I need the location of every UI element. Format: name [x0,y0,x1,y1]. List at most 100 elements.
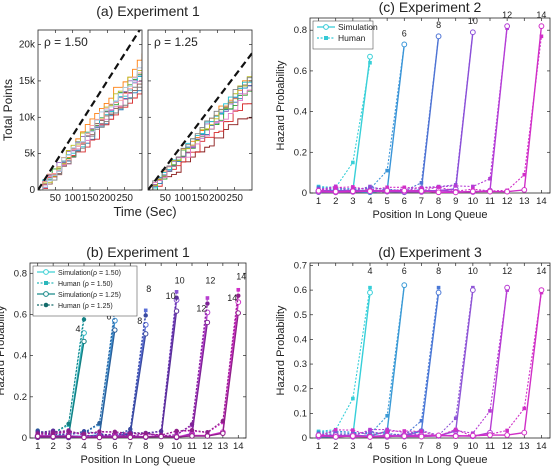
legend-marker [43,291,49,297]
simulation-marker [401,187,408,194]
group-queue-4: 4 [315,39,373,195]
simulation-marker [487,188,493,195]
peak-label: 12 [502,266,512,276]
peak-label: 8 [436,266,441,276]
simulation-marker [452,433,459,440]
human-line [37,297,208,438]
x-tick-label: 8 [143,441,148,452]
simulation-marker [504,188,511,195]
x-tick-label: 150 [192,193,209,204]
peak-label-secondary: 14 [227,293,237,303]
series-line [38,80,142,190]
simulation-marker [435,33,442,40]
chart-title: (b) Experiment 1 [86,244,190,260]
chart-c: (c) Experiment 200.20.40.60.81 2 3 4 5 6 7 8 9 10… [275,0,551,221]
y-tick-label: 0.7 [294,260,307,271]
human-marker [488,176,492,181]
legend-marker [324,36,328,40]
simulation-marker [349,188,356,195]
human-line-2 [37,315,147,437]
series-line [148,88,252,190]
x-tick-label: 250 [226,193,243,204]
series-line [148,109,252,190]
x-tick-label: 8 [436,441,441,452]
axes-frame [309,17,551,194]
human-marker [419,181,424,185]
simulation-marker-2 [35,433,41,439]
legend-box [312,20,374,50]
x-tick-label: 10 [468,441,479,452]
x-tick-label: 14 [233,441,244,452]
simulation-marker [384,432,391,439]
x-tick-label: 11 [485,196,495,207]
y-tick-label: 0.6 [14,309,27,320]
simulation-marker-2 [81,338,87,345]
simulation-line [318,26,508,194]
peak-label-secondary: 6 [106,312,111,322]
human-marker-2 [220,418,226,424]
x-tick-label: 5 [384,196,389,207]
peak-label: 6 [402,28,407,38]
simulation-marker [401,41,408,48]
y-tick-label: 0.2 [294,147,307,158]
x-tick-label: 1 [316,441,321,452]
human-marker [333,185,338,190]
human-line [318,292,542,438]
y-tick-label: 0 [302,433,307,444]
x-tick-label: 4 [367,196,372,207]
y-tick-label: 0.2 [14,392,27,403]
legend-label: Human (ρ = 1.50) [58,281,113,288]
y-axis-label: Total Points [1,79,15,141]
group-queue-4: 4 [315,266,373,440]
simulation-marker-2 [204,319,211,326]
x-tick-label: 9 [453,196,458,207]
peak-label: 10 [468,16,478,26]
y-tick-label: 0.6 [294,66,307,77]
simulation-marker [315,432,322,439]
x-tick-label: 5 [384,441,389,452]
x-tick-label: 200 [209,193,226,204]
simulation-line-2 [37,322,209,439]
human-marker-2 [236,293,241,298]
simulation-marker-2 [143,434,149,440]
simulation-marker-2 [158,433,164,440]
x-axis-label: Position In Long Queue [373,454,488,466]
simulation-marker [367,188,373,195]
simulation-line [318,292,440,438]
x-tick-label: 12 [202,441,213,452]
x-tick-label: 10 [468,196,479,207]
human-marker-2 [174,295,179,300]
human-marker [385,414,389,418]
group-queue-8: 8 [315,266,442,440]
human-marker [471,184,475,189]
reference-line [38,30,141,190]
human-marker [436,285,441,290]
human-marker [174,290,179,294]
x-tick-label: 1 [35,441,40,452]
human-marker-2 [174,428,179,434]
group-queue-14: 14 14 [34,272,246,441]
simulation-marker [435,189,442,196]
legend-marker [323,24,329,30]
human-marker [368,60,372,65]
axes-frame [29,262,247,439]
simulation-marker [401,282,408,289]
human-line [318,290,508,437]
x-tick-label: 12 [502,441,513,452]
y-tick-label: 0.3 [294,359,307,370]
simulation-marker [504,432,511,438]
x-tick-label: 14 [536,441,547,452]
y-tick-label: 0.4 [294,334,307,345]
x-tick-label: 7 [419,196,424,207]
human-marker [385,429,389,434]
human-marker [402,429,407,433]
series-line [38,53,142,190]
y-axis-label: Hazard Probability [0,305,7,395]
series-line [38,62,142,190]
human-marker-2 [205,430,210,435]
x-tick-label: 4 [367,441,372,452]
simulation-marker-2 [143,331,149,337]
simulation-marker-2 [81,434,87,441]
simulation-marker [235,299,242,306]
